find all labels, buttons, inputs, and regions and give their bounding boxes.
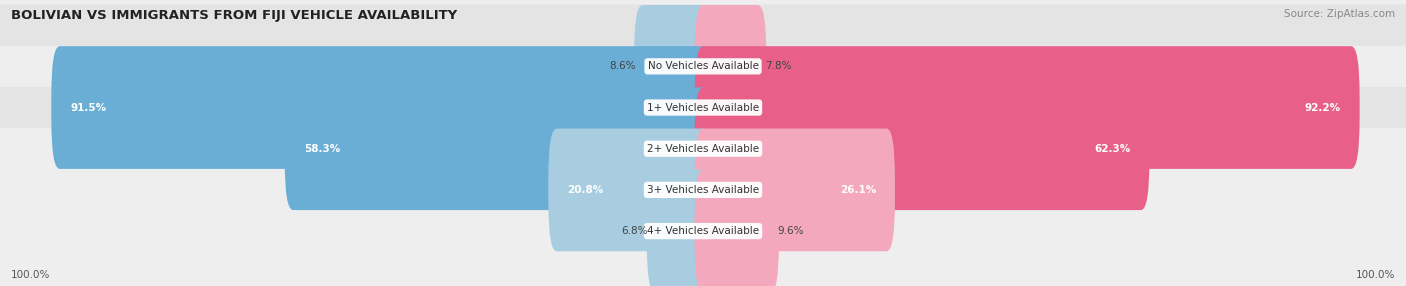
FancyBboxPatch shape bbox=[634, 5, 711, 128]
Text: 3+ Vehicles Available: 3+ Vehicles Available bbox=[647, 185, 759, 195]
Text: BOLIVIAN VS IMMIGRANTS FROM FIJI VEHICLE AVAILABILITY: BOLIVIAN VS IMMIGRANTS FROM FIJI VEHICLE… bbox=[11, 9, 457, 21]
Text: No Vehicles Available: No Vehicles Available bbox=[648, 61, 758, 71]
Text: Source: ZipAtlas.com: Source: ZipAtlas.com bbox=[1284, 9, 1395, 19]
Text: 4+ Vehicles Available: 4+ Vehicles Available bbox=[647, 226, 759, 236]
FancyBboxPatch shape bbox=[284, 87, 711, 210]
Text: 92.2%: 92.2% bbox=[1305, 103, 1341, 112]
FancyBboxPatch shape bbox=[0, 87, 1406, 286]
Text: 9.6%: 9.6% bbox=[778, 226, 804, 236]
FancyBboxPatch shape bbox=[695, 46, 1360, 169]
FancyBboxPatch shape bbox=[695, 5, 766, 128]
FancyBboxPatch shape bbox=[695, 128, 896, 251]
Text: 6.8%: 6.8% bbox=[621, 226, 648, 236]
Text: 7.8%: 7.8% bbox=[765, 61, 792, 71]
FancyBboxPatch shape bbox=[647, 170, 711, 286]
FancyBboxPatch shape bbox=[548, 128, 711, 251]
FancyBboxPatch shape bbox=[695, 87, 1150, 210]
Text: 91.5%: 91.5% bbox=[70, 103, 107, 112]
Text: 8.6%: 8.6% bbox=[609, 61, 636, 71]
Text: 58.3%: 58.3% bbox=[304, 144, 340, 154]
Text: 100.0%: 100.0% bbox=[1355, 270, 1395, 280]
FancyBboxPatch shape bbox=[695, 170, 779, 286]
FancyBboxPatch shape bbox=[51, 46, 711, 169]
FancyBboxPatch shape bbox=[0, 46, 1406, 252]
Text: 20.8%: 20.8% bbox=[568, 185, 603, 195]
FancyBboxPatch shape bbox=[0, 0, 1406, 169]
FancyBboxPatch shape bbox=[0, 128, 1406, 286]
FancyBboxPatch shape bbox=[0, 5, 1406, 210]
Text: 62.3%: 62.3% bbox=[1094, 144, 1130, 154]
Text: 100.0%: 100.0% bbox=[11, 270, 51, 280]
Text: 1+ Vehicles Available: 1+ Vehicles Available bbox=[647, 103, 759, 112]
Text: 26.1%: 26.1% bbox=[839, 185, 876, 195]
Text: 2+ Vehicles Available: 2+ Vehicles Available bbox=[647, 144, 759, 154]
